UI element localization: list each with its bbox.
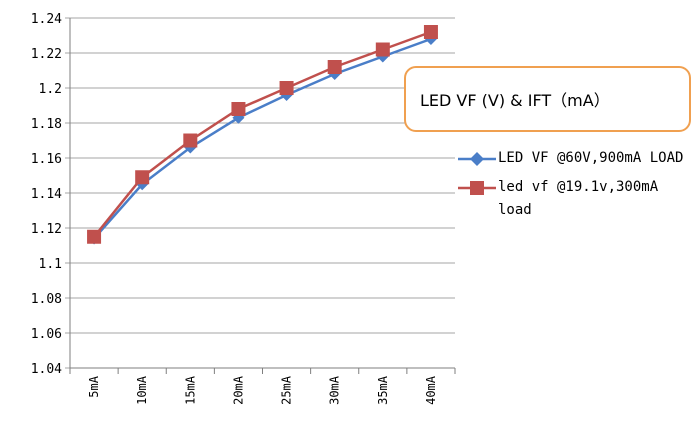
x-axis: 5mA 10mA 15mA 20mA 25mA 30mA 35mA 40mA (69, 367, 456, 405)
series-2-point-5 (327, 60, 342, 74)
y-tick-label-5: 1.14 (31, 187, 62, 202)
legend-label-series-2: led vf @19.1v,300mA load (498, 179, 659, 218)
legend-label-series-1: LED VF @60V,900mA LOAD (498, 150, 684, 166)
series-line-1 (93, 37, 432, 240)
y-tick-label-6: 1.16 (31, 152, 62, 167)
x-tick-label-6: 35mA (376, 375, 390, 405)
x-tick-label-5: 30mA (328, 375, 342, 405)
x-tick-label-1: 10mA (135, 375, 149, 405)
legend-item-series-1: LED VF @60V,900mA LOAD (458, 147, 693, 170)
y-tick-label-0: 1.04 (31, 362, 62, 377)
series-2-point-0 (87, 229, 102, 244)
y-tick-label-3: 1.1 (39, 257, 62, 272)
y-tick-label-8: 1.2 (39, 82, 62, 97)
x-tick-label-3: 20mA (231, 375, 245, 405)
gridlines (65, 17, 455, 369)
x-tick-label-7: 40mA (424, 375, 438, 405)
y-tick-label-2: 1.08 (31, 292, 62, 307)
chart-title-box: LED VF (V) & IFT（mA） (404, 66, 691, 132)
legend-marker-square (458, 181, 496, 195)
series-2-point-7 (423, 25, 438, 39)
y-tick-label-9: 1.22 (31, 47, 62, 62)
y-tick-label-4: 1.12 (31, 222, 62, 237)
x-tick-label-4: 25mA (280, 375, 294, 405)
legend-item-series-2: led vf @19.1v,300mA load (458, 176, 693, 222)
x-tick-label-2: 15mA (183, 375, 197, 405)
series-line-2 (93, 30, 432, 238)
series-2-point-2 (183, 133, 198, 148)
series-2-point-1 (135, 170, 150, 185)
y-axis: 1.04 1.06 1.08 1.1 1.12 1.14 1.16 1.18 1.2 1.22 1.… (31, 12, 71, 377)
y-tick-label-7: 1.18 (31, 117, 62, 132)
legend-marker-diamond (458, 152, 496, 166)
series-2-point-6 (375, 42, 390, 57)
series-group (87, 25, 438, 245)
series-2-point-3 (231, 102, 246, 116)
y-tick-label-1: 1.06 (31, 327, 62, 342)
series-2-point-4 (279, 81, 294, 95)
chart-title: LED VF (V) & IFT（mA） (420, 91, 610, 110)
legend: LED VF @60V,900mA LOAD led vf @19.1v,300… (458, 147, 693, 228)
y-tick-label-10: 1.24 (31, 12, 62, 27)
x-tick-label-0: 5mA (87, 375, 101, 397)
